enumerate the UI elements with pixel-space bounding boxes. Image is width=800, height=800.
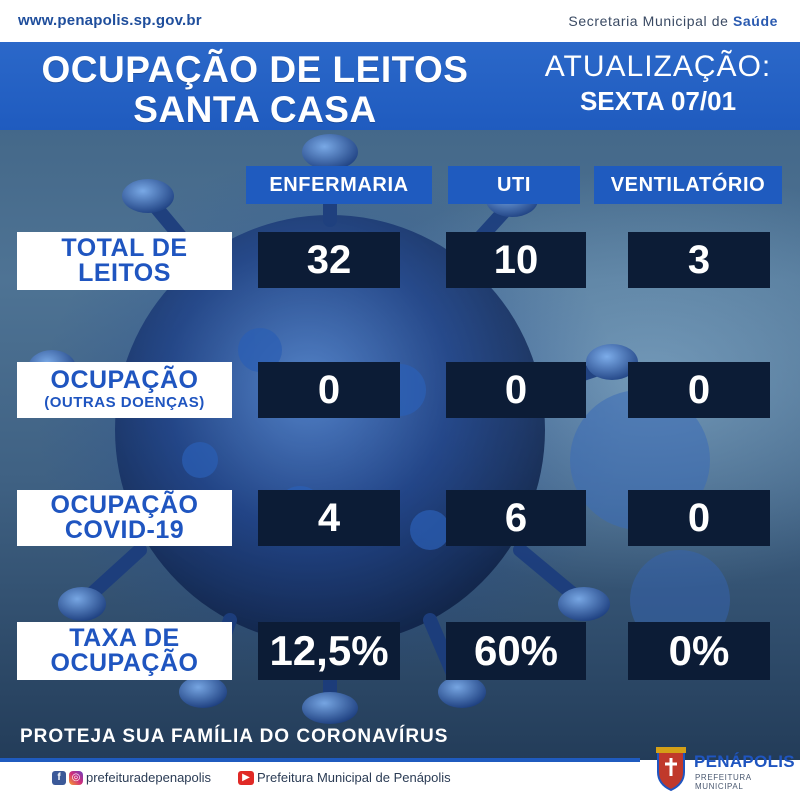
social-youtube[interactable]: ▶ Prefeitura Municipal de Penápolis bbox=[238, 770, 451, 785]
value-taxa-ventilatorio: 0% bbox=[628, 622, 770, 680]
row-label-total-leitos: TOTAL DE LEITOS bbox=[17, 232, 232, 290]
value-taxa-uti: 60% bbox=[446, 622, 586, 680]
social-handle: prefeituradepenapolis bbox=[86, 770, 212, 785]
value-total-ventilatorio: 3 bbox=[628, 232, 770, 288]
update-block: ATUALIZAÇÃO: SEXTA 07/01 bbox=[532, 50, 784, 118]
value-outras-ventilatorio: 0 bbox=[628, 362, 770, 418]
logo-subtitle: PREFEITURA MUNICIPAL bbox=[695, 773, 752, 791]
header-band: OCUPAÇÃO DE LEITOS SANTA CASA ATUALIZAÇÃ… bbox=[0, 42, 800, 130]
secretaria-prefix: Secretaria Municipal de bbox=[568, 13, 733, 29]
coat-of-arms-icon bbox=[656, 747, 686, 792]
column-header-enfermaria: ENFERMARIA bbox=[246, 166, 432, 204]
page-title: OCUPAÇÃO DE LEITOS SANTA CASA bbox=[30, 50, 480, 130]
instagram-icon[interactable]: ◎ bbox=[69, 770, 83, 785]
row-label-line-1: TAXA DE bbox=[69, 624, 180, 652]
bottom-accent-line bbox=[0, 758, 640, 762]
row-label-line-1: OCUPAÇÃO bbox=[50, 491, 199, 519]
footer-slogan: PROTEJA SUA FAMÍLIA DO CORONAVÍRUS bbox=[20, 726, 449, 747]
column-header-uti: UTI bbox=[448, 166, 580, 204]
row-label-line-2: OCUPAÇÃO bbox=[50, 649, 199, 677]
logo-name: PENÁPOLIS bbox=[694, 752, 795, 771]
row-label-taxa-ocupacao: TAXA DE OCUPAÇÃO bbox=[17, 622, 232, 680]
update-date: SEXTA 07/01 bbox=[579, 86, 737, 116]
value-covid-enfermaria: 4 bbox=[258, 490, 400, 546]
site-url[interactable]: www.penapolis.sp.gov.br bbox=[18, 12, 202, 29]
update-label: ATUALIZAÇÃO: bbox=[544, 50, 772, 83]
value-outras-enfermaria: 0 bbox=[258, 362, 400, 418]
column-header-ventilatorio: VENTILATÓRIO bbox=[594, 166, 782, 204]
youtube-icon[interactable]: ▶ bbox=[238, 770, 254, 785]
secretaria-label: Secretaria Municipal de Saúde bbox=[568, 13, 778, 29]
value-covid-uti: 6 bbox=[446, 490, 586, 546]
row-label-line-1: OCUPAÇÃO bbox=[50, 365, 199, 394]
title-line-1: OCUPAÇÃO DE LEITOS bbox=[41, 49, 469, 90]
row-label-ocupacao-covid: OCUPAÇÃO COVID-19 bbox=[17, 490, 232, 546]
youtube-channel: Prefeitura Municipal de Penápolis bbox=[257, 770, 451, 785]
social-facebook-instagram[interactable]: f ◎ prefeituradepenapolis bbox=[52, 770, 211, 785]
prefeitura-logo: PENÁPOLIS PREFEITURA MUNICIPAL bbox=[650, 742, 795, 798]
value-taxa-enfermaria: 12,5% bbox=[258, 622, 400, 680]
value-outras-uti: 0 bbox=[446, 362, 586, 418]
row-label-line-2: LEITOS bbox=[78, 259, 171, 287]
top-bar: www.penapolis.sp.gov.br Secretaria Munic… bbox=[0, 0, 800, 42]
title-line-2: SANTA CASA bbox=[133, 89, 377, 130]
row-label-line-1: TOTAL DE bbox=[61, 234, 188, 262]
row-label-ocupacao-outras: OCUPAÇÃO (OUTRAS DOENÇAS) bbox=[17, 362, 232, 418]
value-covid-ventilatorio: 0 bbox=[628, 490, 770, 546]
value-total-uti: 10 bbox=[446, 232, 586, 288]
row-label-line-2: (OUTRAS DOENÇAS) bbox=[44, 393, 205, 411]
secretaria-bold: Saúde bbox=[732, 13, 778, 29]
facebook-icon[interactable]: f bbox=[52, 770, 66, 785]
row-label-line-2: COVID-19 bbox=[64, 516, 185, 544]
value-total-enfermaria: 32 bbox=[258, 232, 400, 288]
